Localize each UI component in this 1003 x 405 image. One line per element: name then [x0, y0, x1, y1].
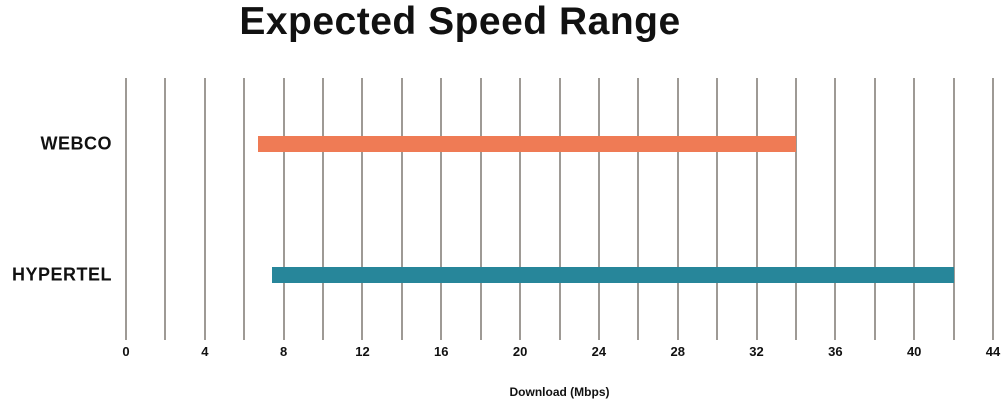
- x-tick-label: 36: [828, 344, 843, 359]
- x-tick-label: 44: [985, 344, 1001, 359]
- category-labels: WEBCO HYPERTEL: [0, 78, 112, 340]
- x-axis-label: Download (Mbps): [509, 385, 610, 399]
- x-axis-ticks: 0 4 8 12 16 20 24 28 32 36 40 44: [122, 344, 1000, 362]
- chart-title: Expected Speed Range: [239, 0, 681, 43]
- gridline: [440, 78, 443, 340]
- gridline: [282, 78, 285, 340]
- gridline: [794, 78, 797, 340]
- x-tick-label: 16: [434, 344, 449, 359]
- gridline: [637, 78, 640, 340]
- gridline: [676, 78, 679, 340]
- x-tick-label: 0: [122, 344, 130, 359]
- gridline: [716, 78, 719, 340]
- gridline: [913, 78, 916, 340]
- gridline: [243, 78, 246, 340]
- x-tick-label: 24: [591, 344, 607, 359]
- x-tick-label: 20: [512, 344, 528, 359]
- gridline: [203, 78, 206, 340]
- x-tick-label: 28: [670, 344, 685, 359]
- x-tick-label: 8: [280, 344, 288, 359]
- gridline: [322, 78, 325, 340]
- gridline: [558, 78, 561, 340]
- gridline: [597, 78, 600, 340]
- category-label-webco: WEBCO: [40, 133, 112, 153]
- x-tick-label: 40: [906, 344, 922, 359]
- gridline: [519, 78, 522, 340]
- gridline: [992, 78, 994, 340]
- gridline: [400, 78, 403, 340]
- x-tick-label: 4: [201, 344, 209, 359]
- range-bar-hypertel: [271, 266, 954, 283]
- gridline: [479, 78, 482, 340]
- gridline: [361, 78, 364, 340]
- gridline: [164, 78, 167, 340]
- x-tick-label: 12: [355, 344, 370, 359]
- x-tick-label: 32: [749, 344, 764, 359]
- gridline: [755, 78, 758, 340]
- plot-area: [125, 78, 994, 340]
- range-bar-webco: [258, 135, 796, 152]
- category-label-hypertel: HYPERTEL: [11, 264, 112, 284]
- gridline: [834, 78, 837, 340]
- gridline: [873, 78, 876, 340]
- gridline: [952, 78, 955, 340]
- gridline: [125, 78, 127, 340]
